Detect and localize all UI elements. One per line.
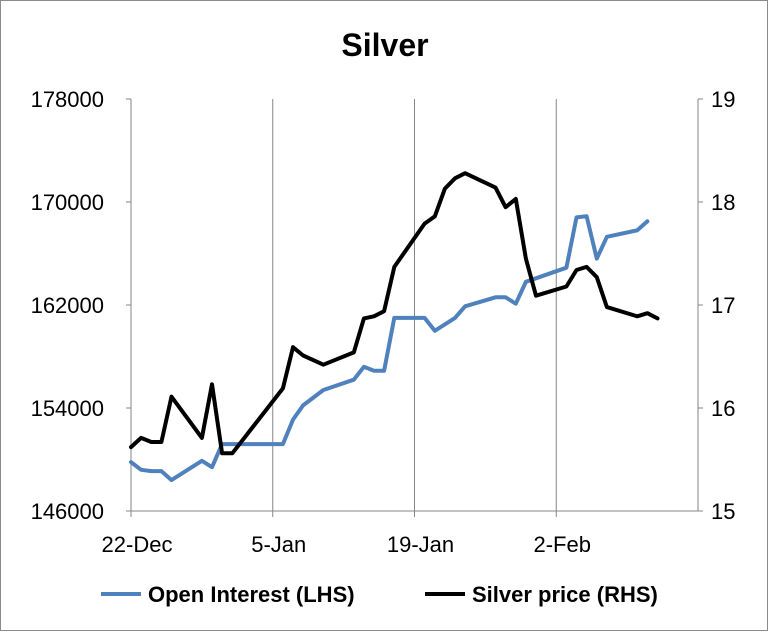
legend: Open Interest (LHS) Silver price (RHS) xyxy=(101,582,658,607)
legend-label-open-interest: Open Interest (LHS) xyxy=(148,582,355,607)
legend-label-silver-price: Silver price (RHS) xyxy=(472,582,658,607)
axes xyxy=(126,98,703,517)
right-tick-label-3: 18 xyxy=(711,190,735,215)
right-tick-label-0: 15 xyxy=(711,499,735,524)
left-tick-label-3: 170000 xyxy=(31,190,104,215)
left-tick-label-0: 146000 xyxy=(31,499,104,524)
grid-lines xyxy=(272,99,699,511)
right-tick-label-4: 19 xyxy=(711,87,735,112)
tick-labels: 146000 154000 162000 170000 178000 15 16 17 18 19… xyxy=(31,87,736,557)
x-tick-label-3: 2-Feb xyxy=(534,532,591,557)
right-tick-label-2: 17 xyxy=(711,293,735,318)
left-tick-label-2: 162000 xyxy=(31,293,104,318)
x-tick-label-2: 19-Jan xyxy=(387,532,454,557)
left-tick-label-4: 178000 xyxy=(31,87,104,112)
left-tick-label-1: 154000 xyxy=(31,396,104,421)
x-tick-label-1: 5-Jan xyxy=(251,532,306,557)
series-line-open-interest xyxy=(129,214,650,483)
series-lines xyxy=(129,171,660,483)
chart-title: Silver xyxy=(341,27,428,63)
x-tick-label-0: 22-Dec xyxy=(102,532,173,557)
right-tick-label-1: 16 xyxy=(711,396,735,421)
series-line-silver-price xyxy=(129,171,660,456)
